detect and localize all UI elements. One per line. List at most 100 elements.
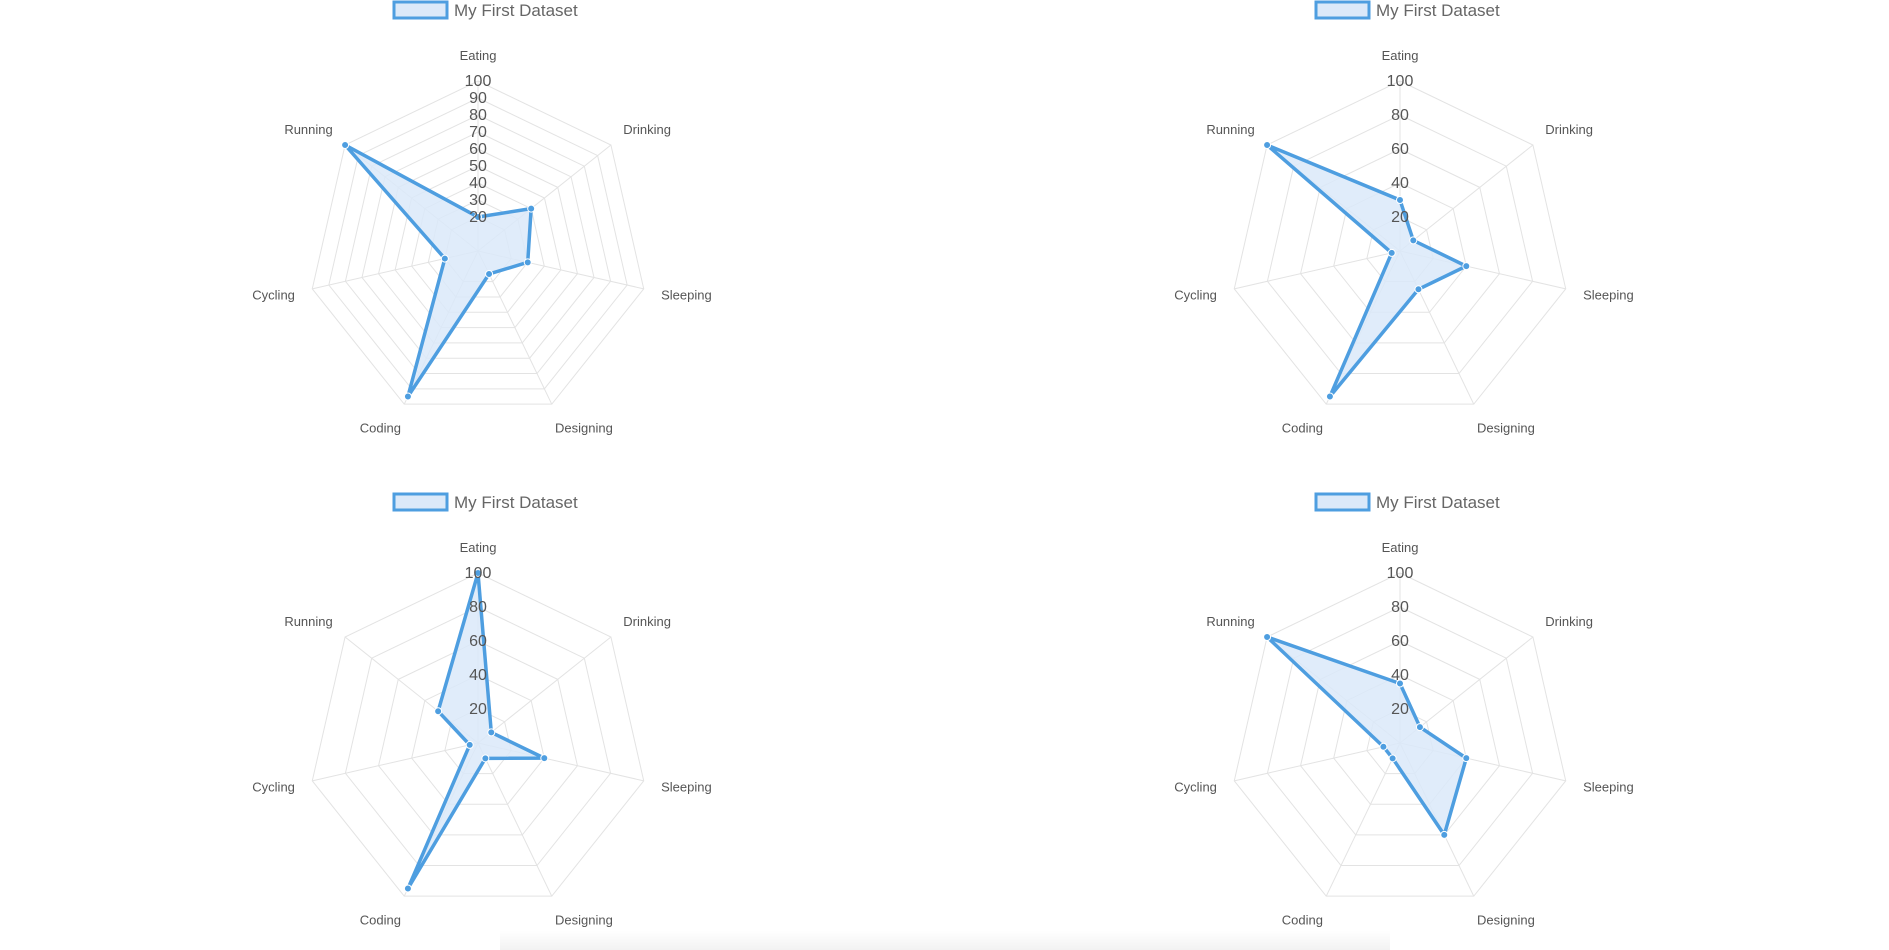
tick-label: 20 (469, 209, 487, 226)
data-point-designing[interactable] (1440, 830, 1449, 839)
data-point-drinking[interactable] (487, 728, 496, 737)
data-point-running[interactable] (1263, 633, 1272, 642)
grid-spoke (312, 742, 479, 782)
grid-ring (1233, 572, 1567, 897)
grid-ring (344, 606, 612, 867)
tick-label: 20 (469, 701, 487, 718)
dataset-area (406, 572, 546, 890)
grid-ring (1266, 114, 1534, 375)
data-point-cycling[interactable] (1387, 248, 1396, 257)
data-point-running[interactable] (434, 707, 443, 716)
tick-label: 40 (1391, 667, 1409, 684)
data-point-running[interactable] (1263, 141, 1272, 150)
grid-ring (361, 131, 595, 359)
axis-label-running: Running (284, 122, 332, 137)
data-point-eating[interactable] (1396, 679, 1404, 688)
legend[interactable]: My First Dataset (392, 492, 578, 512)
axis-label-eating: Eating (460, 48, 497, 63)
axis-label-drinking: Drinking (1545, 122, 1593, 137)
tick-label: 100 (1387, 565, 1414, 582)
data-point-coding[interactable] (403, 392, 412, 401)
legend-label: My First Dataset (1376, 493, 1500, 512)
grid-ring (411, 674, 545, 805)
axis-label-cycling: Cycling (1174, 780, 1217, 795)
data-point-cycling[interactable] (1379, 742, 1388, 751)
axis-label-designing: Designing (555, 421, 613, 436)
axis-label-cycling: Cycling (252, 780, 295, 795)
data-point-drinking[interactable] (1409, 236, 1418, 245)
axis-label-designing: Designing (1477, 913, 1535, 928)
legend-swatch (1314, 492, 1371, 512)
tick-label: 20 (1391, 701, 1409, 718)
tick-label: 40 (469, 175, 487, 192)
legend[interactable]: My First Dataset (392, 0, 578, 20)
legend-swatch (392, 0, 449, 20)
tick-label: 60 (1391, 141, 1409, 158)
grid-spoke (1399, 144, 1534, 252)
legend-swatch (392, 492, 449, 512)
data-point-coding[interactable] (403, 884, 412, 893)
legend-label: My First Dataset (454, 493, 578, 512)
grid-spoke (1325, 742, 1401, 897)
tick-label: 60 (1391, 633, 1409, 650)
tick-label: 40 (469, 667, 487, 684)
dataset-area (1265, 143, 1471, 398)
legend[interactable]: My First Dataset (1314, 0, 1500, 20)
tick-label: 50 (469, 158, 487, 175)
data-point-eating[interactable] (1396, 196, 1404, 204)
axis-label-eating: Eating (1382, 48, 1419, 63)
axis-label-drinking: Drinking (623, 614, 671, 629)
axis-label-drinking: Drinking (1545, 614, 1593, 629)
data-point-running[interactable] (341, 141, 350, 150)
data-point-drinking[interactable] (527, 204, 536, 213)
legend-swatch (1314, 0, 1371, 20)
data-point-designing[interactable] (485, 269, 494, 278)
axis-label-drinking: Drinking (623, 122, 671, 137)
grid-ring (311, 80, 645, 405)
grid-ring (1300, 148, 1500, 344)
tick-label: 80 (469, 599, 487, 616)
tick-label: 60 (469, 633, 487, 650)
tick-label: 80 (1391, 599, 1409, 616)
data-point-sleeping[interactable] (523, 258, 532, 267)
data-point-eating[interactable] (474, 213, 482, 221)
axis-label-designing: Designing (1477, 421, 1535, 436)
tick-label: 100 (465, 565, 492, 582)
tick-label: 80 (469, 107, 487, 124)
grid-ring (344, 114, 612, 375)
legend-label: My First Dataset (454, 1, 578, 20)
grid-spoke (1234, 742, 1401, 782)
data-point-coding[interactable] (1325, 392, 1334, 401)
grid-spoke (477, 636, 612, 744)
tick-label: 70 (469, 124, 487, 141)
data-point-cycling[interactable] (465, 740, 474, 749)
grid-ring (378, 640, 578, 836)
data-point-sleeping[interactable] (1462, 754, 1471, 763)
data-point-designing[interactable] (1414, 285, 1423, 294)
legend[interactable]: My First Dataset (1314, 492, 1500, 512)
legend-label: My First Dataset (1376, 1, 1500, 20)
axis-label-coding: Coding (1282, 913, 1323, 928)
grid-ring (1233, 80, 1567, 405)
tick-label: 20 (1391, 209, 1409, 226)
axis-label-coding: Coding (360, 421, 401, 436)
axis-label-sleeping: Sleeping (661, 288, 712, 303)
data-point-eating[interactable] (474, 569, 482, 577)
data-point-sleeping[interactable] (1462, 262, 1471, 271)
data-point-drinking[interactable] (1415, 723, 1424, 732)
axis-label-eating: Eating (460, 540, 497, 555)
axis-label-sleeping: Sleeping (661, 780, 712, 795)
tick-label: 60 (469, 141, 487, 158)
data-point-sleeping[interactable] (540, 754, 549, 763)
axis-label-eating: Eating (1382, 540, 1419, 555)
dataset-area (343, 143, 534, 398)
grid-spoke (1234, 250, 1401, 290)
data-point-designing[interactable] (481, 754, 490, 763)
data-point-cycling[interactable] (440, 254, 449, 263)
data-point-coding[interactable] (1388, 754, 1397, 763)
axis-label-running: Running (1206, 122, 1254, 137)
dataset-area (1265, 635, 1469, 839)
grid-ring (311, 572, 645, 897)
grid-ring (1300, 640, 1500, 836)
